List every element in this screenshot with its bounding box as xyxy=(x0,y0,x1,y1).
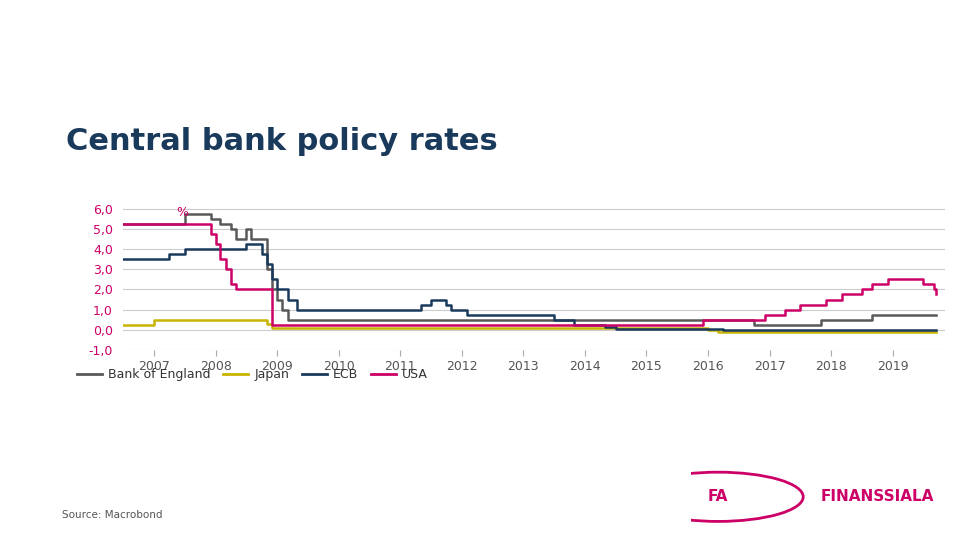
Text: Central bank policy rates: Central bank policy rates xyxy=(65,127,497,157)
Text: Source: Macrobond: Source: Macrobond xyxy=(62,510,163,521)
Text: FINANSSIALA: FINANSSIALA xyxy=(821,489,934,504)
Text: FA: FA xyxy=(708,489,729,504)
Text: %: % xyxy=(177,206,189,219)
Legend: Bank of England, Japan, ECB, USA: Bank of England, Japan, ECB, USA xyxy=(72,363,433,386)
